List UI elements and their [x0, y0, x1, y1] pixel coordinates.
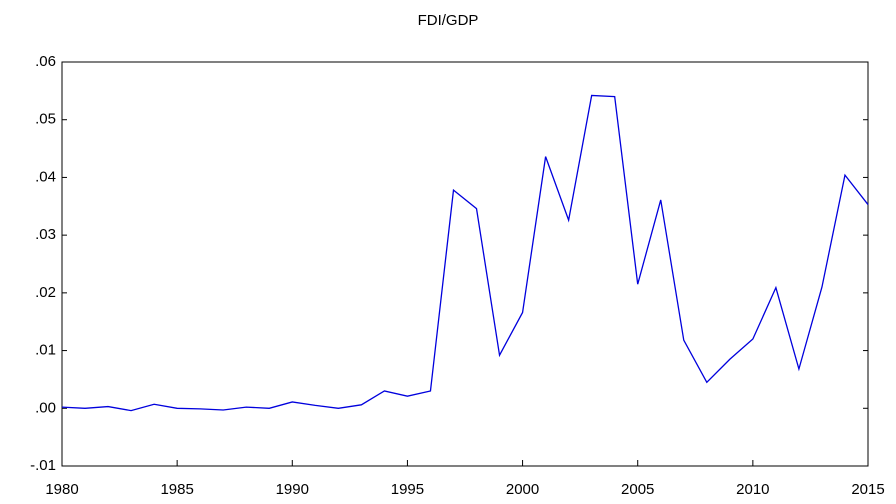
x-tick-label: 2010	[736, 481, 769, 498]
x-tick-label: 1980	[45, 481, 78, 498]
x-tick-label: 2015	[851, 481, 884, 498]
chart-title: FDI/GDP	[418, 12, 479, 29]
x-tick-label: 1985	[160, 481, 193, 498]
y-tick-label: .06	[35, 53, 56, 70]
y-tick-label: .03	[35, 226, 56, 243]
x-tick-label: 1990	[276, 481, 309, 498]
x-tick-label: 2005	[621, 481, 654, 498]
y-tick-label: .02	[35, 284, 56, 301]
y-tick-label: -.01	[30, 457, 56, 474]
x-tick-label: 1995	[391, 481, 424, 498]
x-tick-label: 2000	[506, 481, 539, 498]
y-tick-label: .04	[35, 168, 56, 185]
y-tick-label: .01	[35, 342, 56, 359]
y-tick-label: .00	[35, 399, 56, 416]
y-tick-label: .05	[35, 111, 56, 128]
plot-frame	[61, 61, 869, 467]
data-line	[61, 94, 869, 412]
